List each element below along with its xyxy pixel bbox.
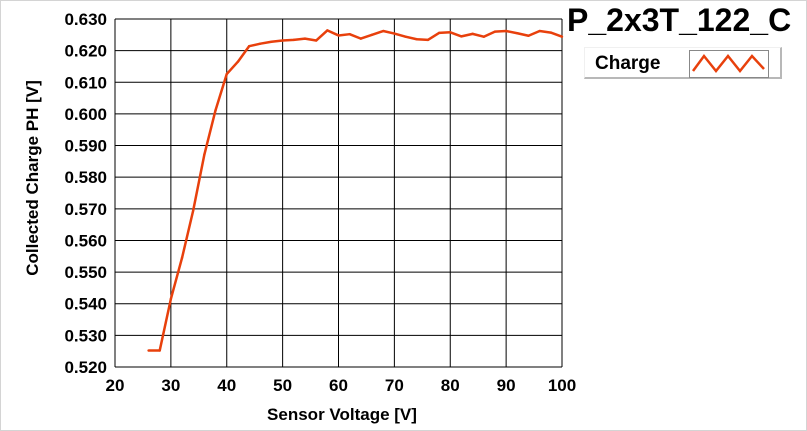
- y-axis-label: Collected Charge PH [V]: [23, 80, 42, 276]
- x-tick-label: 70: [385, 376, 404, 395]
- data-point: [370, 33, 374, 37]
- data-point: [292, 38, 295, 42]
- data-point: [303, 37, 307, 40]
- legend-zigzag-line: [691, 53, 765, 74]
- data-point: [192, 209, 195, 212]
- data-point: [259, 42, 262, 45]
- data-point: [493, 30, 497, 33]
- data-point: [169, 297, 173, 301]
- y-tick-label: 0.610: [64, 73, 107, 92]
- data-point: [225, 72, 228, 76]
- legend-label-charge: Charge: [595, 53, 661, 74]
- data-point: [471, 32, 474, 36]
- data-point: [337, 34, 340, 37]
- data-point: [426, 38, 430, 42]
- data-point: [158, 349, 161, 352]
- series-layer: [147, 29, 564, 352]
- y-tick-label: 0.560: [64, 231, 107, 250]
- legend-line-icon: [691, 53, 765, 74]
- y-tick-label: 0.550: [64, 263, 107, 282]
- data-point: [326, 29, 329, 32]
- y-tick-label: 0.570: [64, 200, 107, 219]
- y-tick-label: 0.620: [64, 42, 107, 61]
- data-point: [538, 29, 541, 33]
- x-tick-label: 100: [548, 376, 576, 395]
- data-point: [247, 45, 251, 48]
- data-point: [270, 40, 273, 43]
- series-line-charge: [148, 29, 563, 352]
- y-tick-label: 0.600: [64, 105, 107, 124]
- x-tick-label: 60: [329, 376, 348, 395]
- data-point: [180, 256, 184, 260]
- chart-title: P_2x3T_122_C: [567, 2, 792, 38]
- data-point: [348, 32, 351, 36]
- data-point: [314, 39, 318, 42]
- data-point: [549, 31, 553, 34]
- data-point: [281, 39, 284, 42]
- x-tick-labels: 20 30 40 50 60 70 80 90 100: [106, 376, 577, 395]
- x-tick-label: 90: [497, 376, 516, 395]
- data-point: [460, 35, 463, 38]
- legend-swatch-charge: [689, 50, 769, 78]
- data-point: [393, 32, 396, 35]
- data-point: [437, 31, 441, 35]
- x-tick-label: 50: [273, 376, 292, 395]
- y-tick-label: 0.590: [64, 137, 107, 156]
- y-tick-label: 0.530: [64, 326, 107, 345]
- data-point: [516, 32, 519, 35]
- x-tick-label: 80: [441, 376, 460, 395]
- data-point: [382, 29, 385, 33]
- data-point: [404, 35, 407, 38]
- data-point: [415, 38, 418, 41]
- data-point: [504, 29, 508, 33]
- y-tick-labels: 0.520 0.530 0.540 0.550 0.560 0.570 0.580 0.590…: [64, 10, 107, 377]
- x-axis-label: Sensor Voltage [V]: [267, 405, 417, 424]
- y-tick-label: 0.520: [64, 358, 107, 377]
- grid-lines: [114, 18, 563, 368]
- data-point: [482, 35, 485, 38]
- y-tick-label: 0.630: [64, 10, 107, 29]
- data-point: [527, 34, 530, 37]
- x-tick-label: 20: [106, 376, 125, 395]
- x-tick-label: 40: [217, 376, 236, 395]
- data-point: [449, 31, 452, 34]
- y-tick-label: 0.540: [64, 295, 107, 314]
- data-point: [214, 108, 217, 112]
- data-point: [560, 35, 564, 38]
- x-tick-label: 30: [161, 376, 180, 395]
- data-point: [203, 153, 206, 156]
- data-point: [359, 37, 363, 40]
- data-point: [147, 349, 150, 352]
- y-tick-label: 0.580: [64, 168, 107, 187]
- legend: Charge: [584, 47, 782, 79]
- data-point: [236, 60, 240, 63]
